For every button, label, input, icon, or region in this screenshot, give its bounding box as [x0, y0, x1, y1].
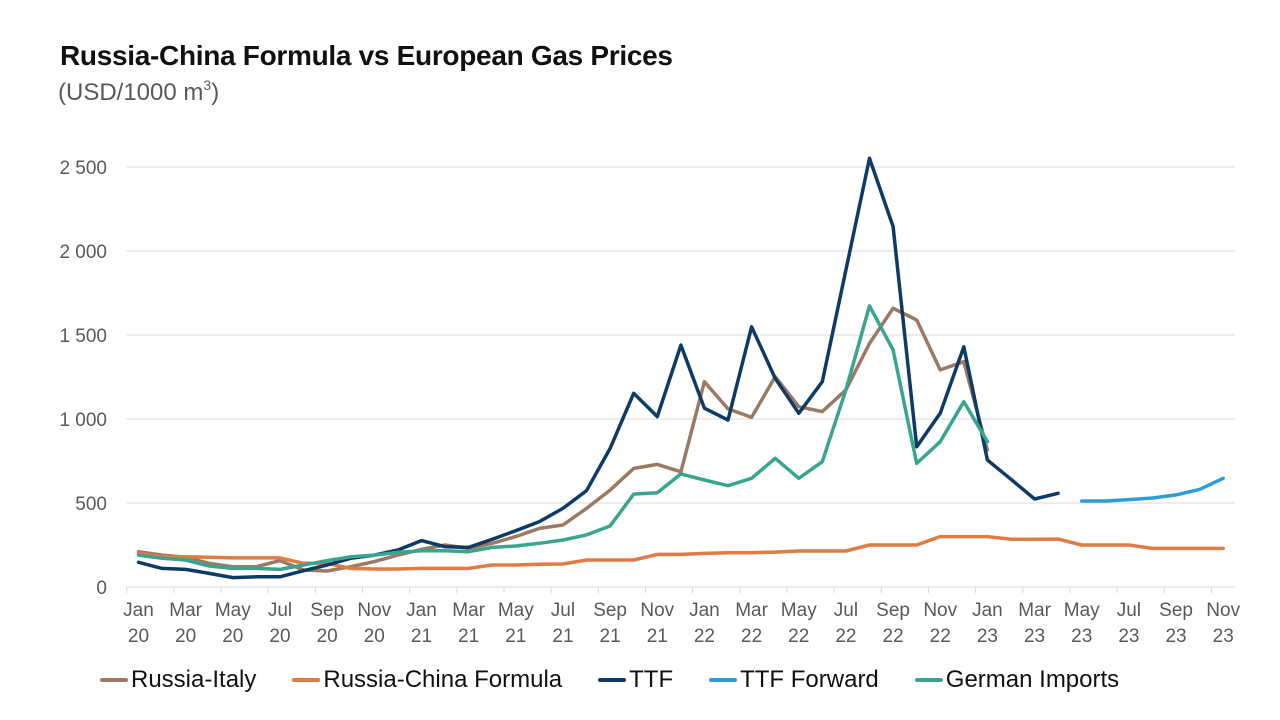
chart-subtitle: (USD/1000 m3) — [58, 77, 219, 107]
legend-swatch — [709, 678, 738, 682]
x-tick-label-year: 21 — [600, 626, 621, 647]
x-tick-label-year: 23 — [1071, 626, 1092, 647]
y-tick-label: 1 500 — [59, 326, 107, 347]
x-tick-label-year: 20 — [128, 626, 149, 647]
x-tick-label-year: 23 — [1118, 626, 1139, 647]
x-tick-label-year: 20 — [317, 626, 338, 647]
x-tick-label-month: Sep — [876, 600, 910, 621]
x-tick-label-year: 23 — [1024, 626, 1045, 647]
legend-swatch — [598, 678, 627, 682]
x-tick-label-month: Sep — [310, 600, 344, 621]
x-tick-label-year: 20 — [269, 626, 290, 647]
x-tick-label-year: 20 — [222, 626, 243, 647]
x-tick-label-month: Nov — [357, 600, 391, 621]
x-tick-label-year: 22 — [741, 626, 762, 647]
x-tick-label-year: 22 — [694, 626, 715, 647]
legend-label: German Imports — [945, 666, 1120, 693]
x-tick-label-year: 21 — [458, 626, 479, 647]
legend-item-ttf: TTF — [598, 666, 673, 694]
legend-label: Russia-China Formula — [323, 666, 563, 693]
x-tick-label-year: 22 — [883, 626, 904, 647]
series-lines — [136, 156, 1225, 580]
y-tick-label: 500 — [75, 494, 107, 515]
x-tick-label-month: Nov — [923, 600, 957, 621]
series-line-ttf — [136, 156, 1060, 580]
x-tick-label-month: May — [215, 600, 251, 621]
x-tick-label-year: 21 — [647, 626, 668, 647]
x-tick-label-year: 23 — [1213, 626, 1234, 647]
legend-label: Russia-Italy — [131, 666, 257, 693]
x-tick-label-year: 20 — [364, 626, 385, 647]
series-line-russia-italy — [136, 306, 990, 573]
legend-label: TTF Forward — [740, 666, 879, 693]
x-tick-label-month: Mar — [452, 600, 485, 621]
x-axis: Jan 20 Mar 20 May 20 Jul 20 Sep 20 Nov 20 Jan 21 Mar 21… — [123, 587, 1241, 647]
x-tick-label-month: Jan — [123, 600, 154, 621]
x-tick-label-month: Jan — [689, 600, 720, 621]
y-tick-label: 2 000 — [59, 242, 107, 263]
legend-swatch — [292, 678, 321, 682]
x-tick-label-month: Sep — [593, 600, 627, 621]
y-axis: 0 500 1 000 1 500 2 000 2 500 — [59, 158, 107, 599]
x-tick-label-month: Nov — [1206, 600, 1240, 621]
x-tick-label-month: Jul — [268, 600, 292, 621]
x-tick-label-year: 23 — [977, 626, 998, 647]
subtitle-superscript: 3 — [203, 77, 212, 93]
x-tick-label-year: 22 — [835, 626, 856, 647]
x-tick-label-month: Sep — [1159, 600, 1193, 621]
subtitle-suffix: ) — [211, 79, 220, 106]
chart-title: Russia-China Formula vs European Gas Pri… — [60, 40, 673, 71]
x-tick-label-month: Nov — [640, 600, 674, 621]
legend-label: TTF — [629, 666, 674, 693]
legend-item-german-imports: German Imports — [914, 666, 1120, 694]
y-tick-label: 0 — [96, 578, 107, 599]
x-tick-label-month: May — [498, 600, 534, 621]
x-tick-label-month: Mar — [169, 600, 202, 621]
x-tick-label-year: 21 — [552, 626, 573, 647]
x-tick-label-year: 23 — [1165, 626, 1186, 647]
legend-item-russia-china-formula: Russia-China Formula — [292, 666, 562, 694]
legend-swatch — [100, 678, 128, 682]
x-tick-label-month: May — [781, 600, 817, 621]
legend: Russia-Italy Russia-China Formula TTF TT… — [100, 666, 1155, 694]
x-tick-label-year: 20 — [175, 626, 196, 647]
y-tick-label: 2 500 — [59, 158, 107, 179]
x-tick-label-year: 22 — [930, 626, 951, 647]
x-tick-label-year: 22 — [788, 626, 809, 647]
x-tick-label-month: Mar — [1018, 600, 1051, 621]
x-tick-label-year: 21 — [505, 626, 526, 647]
gridlines — [126, 166, 1235, 588]
series-line-german-imports — [136, 304, 990, 572]
legend-swatch — [914, 678, 943, 682]
x-tick-label-month: May — [1064, 600, 1100, 621]
x-tick-label-month: Jan — [406, 600, 437, 621]
legend-item-ttf-forward: TTF Forward — [709, 666, 879, 694]
x-tick-label-month: Mar — [735, 600, 768, 621]
y-tick-label: 1 000 — [59, 410, 107, 431]
x-tick-label-month: Jul — [834, 600, 858, 621]
series-line-ttf-forward — [1079, 476, 1225, 503]
x-tick-label-month: Jul — [551, 600, 575, 621]
line-chart: 0 500 1 000 1 500 2 000 2 500 Jan 20 Mar 20 May 20… — [59, 156, 1241, 647]
x-tick-label-month: Jul — [1117, 600, 1141, 621]
x-tick-label-month: Jan — [972, 600, 1003, 621]
subtitle-prefix: (USD/1000 m — [58, 79, 204, 106]
legend-item-russia-italy: Russia-Italy — [100, 666, 256, 694]
x-tick-label-year: 21 — [411, 626, 432, 647]
